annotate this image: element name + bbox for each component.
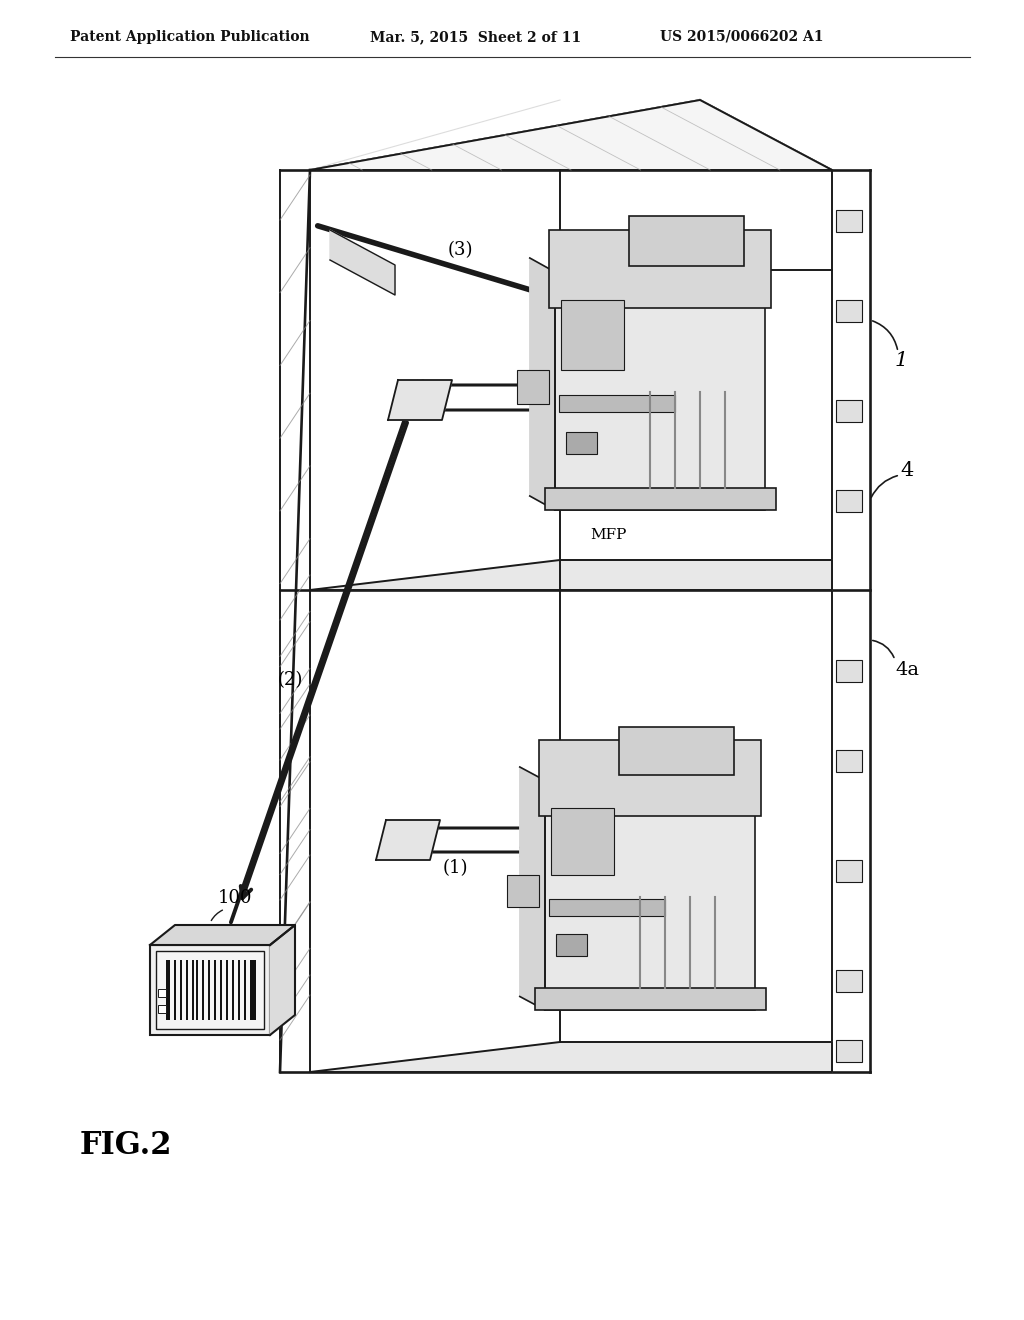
Polygon shape: [376, 820, 440, 861]
Text: (2): (2): [278, 671, 303, 689]
Bar: [545, 780, 755, 1010]
Text: (1): (1): [442, 859, 468, 876]
Bar: [517, 370, 549, 404]
Bar: [836, 300, 862, 322]
Bar: [836, 861, 862, 882]
Bar: [232, 960, 234, 1020]
Bar: [836, 210, 862, 232]
Bar: [186, 960, 188, 1020]
Polygon shape: [270, 925, 295, 1035]
Bar: [836, 750, 862, 772]
Bar: [226, 960, 228, 1020]
Polygon shape: [150, 925, 295, 945]
Text: MFP: MFP: [590, 528, 627, 543]
Bar: [150, 945, 270, 1035]
Polygon shape: [520, 767, 545, 1010]
Polygon shape: [310, 1041, 831, 1072]
Bar: [836, 490, 862, 512]
Bar: [254, 960, 256, 1020]
Text: 1: 1: [895, 351, 908, 370]
Polygon shape: [310, 100, 831, 170]
Bar: [507, 875, 539, 907]
Text: Mar. 5, 2015  Sheet 2 of 11: Mar. 5, 2015 Sheet 2 of 11: [370, 30, 582, 44]
Bar: [202, 960, 204, 1020]
Bar: [196, 960, 198, 1020]
Bar: [220, 960, 222, 1020]
Bar: [561, 300, 625, 370]
Bar: [555, 935, 587, 956]
Bar: [836, 400, 862, 422]
Bar: [238, 960, 240, 1020]
Bar: [549, 230, 771, 309]
Bar: [166, 960, 170, 1020]
Text: FIG.2: FIG.2: [80, 1130, 172, 1160]
Bar: [214, 960, 216, 1020]
Text: US 2015/0066202 A1: US 2015/0066202 A1: [660, 30, 823, 44]
Polygon shape: [388, 380, 452, 420]
Text: 100: 100: [218, 888, 252, 907]
Bar: [158, 989, 166, 997]
Bar: [244, 960, 246, 1020]
Bar: [158, 1005, 166, 1012]
Bar: [174, 960, 176, 1020]
Bar: [836, 970, 862, 993]
Bar: [565, 432, 597, 454]
Text: (3): (3): [447, 242, 473, 259]
Bar: [836, 1040, 862, 1063]
Bar: [250, 960, 254, 1020]
Bar: [193, 960, 194, 1020]
Text: 4: 4: [900, 461, 913, 479]
Bar: [629, 216, 744, 267]
Bar: [559, 395, 675, 412]
Text: 4a: 4a: [895, 661, 919, 678]
Bar: [539, 741, 761, 816]
Bar: [549, 899, 665, 916]
Polygon shape: [310, 560, 831, 590]
Bar: [180, 960, 182, 1020]
Bar: [551, 808, 614, 875]
Bar: [555, 272, 765, 510]
Bar: [836, 660, 862, 682]
Text: Patent Application Publication: Patent Application Publication: [70, 30, 309, 44]
Bar: [156, 950, 264, 1030]
Polygon shape: [529, 257, 555, 510]
Bar: [618, 726, 734, 775]
Bar: [545, 487, 775, 510]
Polygon shape: [330, 230, 395, 294]
Bar: [208, 960, 210, 1020]
Bar: [535, 989, 766, 1010]
